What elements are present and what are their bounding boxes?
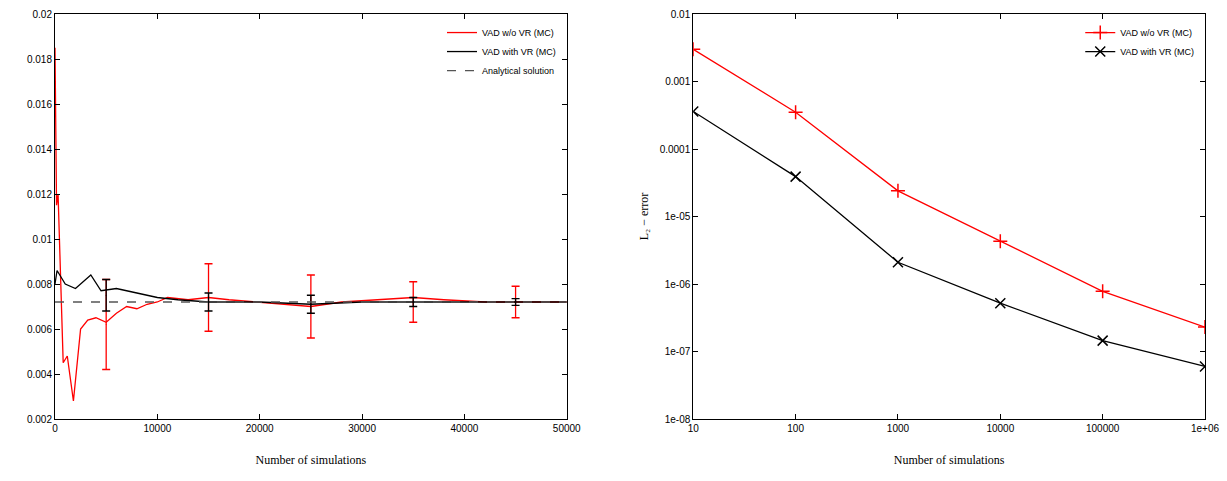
svg-text:0.02: 0.02	[33, 9, 53, 20]
svg-text:0.006: 0.006	[27, 324, 52, 335]
svg-text:L₂ − error: L₂ − error	[637, 193, 651, 241]
svg-text:1e-08: 1e-08	[665, 414, 691, 425]
svg-text:0.014: 0.014	[27, 144, 52, 155]
svg-text:100: 100	[787, 423, 804, 434]
svg-text:0.01: 0.01	[33, 234, 53, 245]
svg-text:0.01: 0.01	[671, 9, 691, 20]
svg-text:VAD with VR (MC): VAD with VR (MC)	[1120, 47, 1194, 57]
svg-text:20000: 20000	[246, 423, 274, 434]
svg-text:10000: 10000	[143, 423, 171, 434]
svg-text:Number of simulations: Number of simulations	[894, 453, 1005, 467]
svg-text:10: 10	[688, 423, 700, 434]
svg-text:0.016: 0.016	[27, 99, 52, 110]
svg-text:1e-06: 1e-06	[665, 279, 691, 290]
svg-text:1e+06: 1e+06	[1191, 423, 1220, 434]
svg-text:VAD w/o VR (MC): VAD w/o VR (MC)	[482, 28, 554, 38]
svg-text:0: 0	[52, 423, 58, 434]
svg-text:50000: 50000	[553, 423, 581, 434]
svg-text:Analytical solution: Analytical solution	[482, 66, 554, 76]
svg-text:VAD w/o VR (MC): VAD w/o VR (MC)	[1120, 28, 1192, 38]
svg-text:0.012: 0.012	[27, 189, 52, 200]
svg-text:0.0001: 0.0001	[660, 144, 691, 155]
svg-text:0.002: 0.002	[27, 414, 52, 425]
svg-text:40000: 40000	[450, 423, 478, 434]
svg-text:Number of simulations: Number of simulations	[256, 453, 367, 467]
svg-text:0.001: 0.001	[665, 76, 690, 87]
svg-text:1000: 1000	[887, 423, 910, 434]
svg-text:0.004: 0.004	[27, 369, 52, 380]
svg-text:10000: 10000	[986, 423, 1014, 434]
svg-text:1e-07: 1e-07	[665, 346, 691, 357]
svg-text:0.018: 0.018	[27, 54, 52, 65]
svg-text:VAD with VR (MC): VAD with VR (MC)	[482, 47, 556, 57]
svg-text:1e-05: 1e-05	[665, 211, 691, 222]
svg-text:0.008: 0.008	[27, 279, 52, 290]
svg-text:100000: 100000	[1086, 423, 1120, 434]
svg-text:30000: 30000	[348, 423, 376, 434]
